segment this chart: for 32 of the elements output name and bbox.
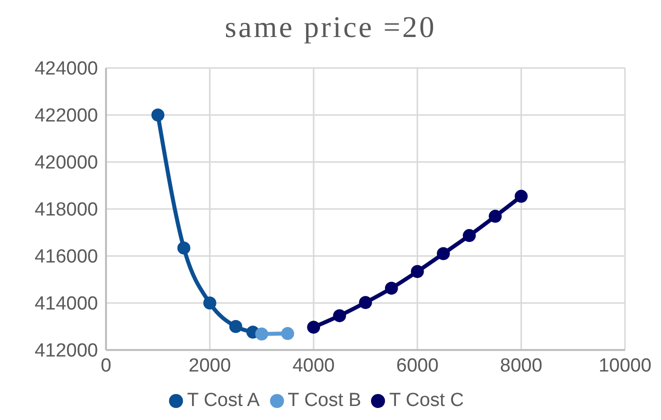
point <box>203 296 216 310</box>
y-tick-label: 412000 <box>34 340 98 362</box>
y-tick-label: 424000 <box>34 58 98 80</box>
point <box>410 265 424 278</box>
x-tick-label: 2000 <box>188 355 231 376</box>
point <box>229 320 242 333</box>
point <box>514 190 528 203</box>
x-tick-label: 10000 <box>598 355 652 376</box>
y-tick-label: 418000 <box>34 200 98 221</box>
point <box>359 296 372 310</box>
x-tick-label: 0 <box>100 355 112 376</box>
x-tick-label: 8000 <box>500 355 542 376</box>
y-tick-label: 414000 <box>34 294 98 315</box>
point <box>488 210 502 223</box>
chart-title: same price =20 <box>224 10 438 46</box>
legend-label: T Cost C <box>389 390 464 411</box>
point <box>384 282 398 295</box>
legend-label: T Cost B <box>288 390 362 411</box>
point <box>177 242 190 255</box>
point <box>307 320 320 334</box>
x-tick-label: 6000 <box>396 355 439 376</box>
point <box>462 229 476 242</box>
y-tick-label: 420000 <box>34 152 98 174</box>
y-tick-label: 416000 <box>34 246 98 268</box>
x-tick-label: 4000 <box>292 355 335 376</box>
point <box>281 327 294 340</box>
point <box>151 108 164 122</box>
point <box>333 309 346 322</box>
point <box>436 247 450 260</box>
legend-label: T Cost A <box>187 390 260 411</box>
point <box>255 328 268 341</box>
y-tick-label: 422000 <box>34 106 98 127</box>
